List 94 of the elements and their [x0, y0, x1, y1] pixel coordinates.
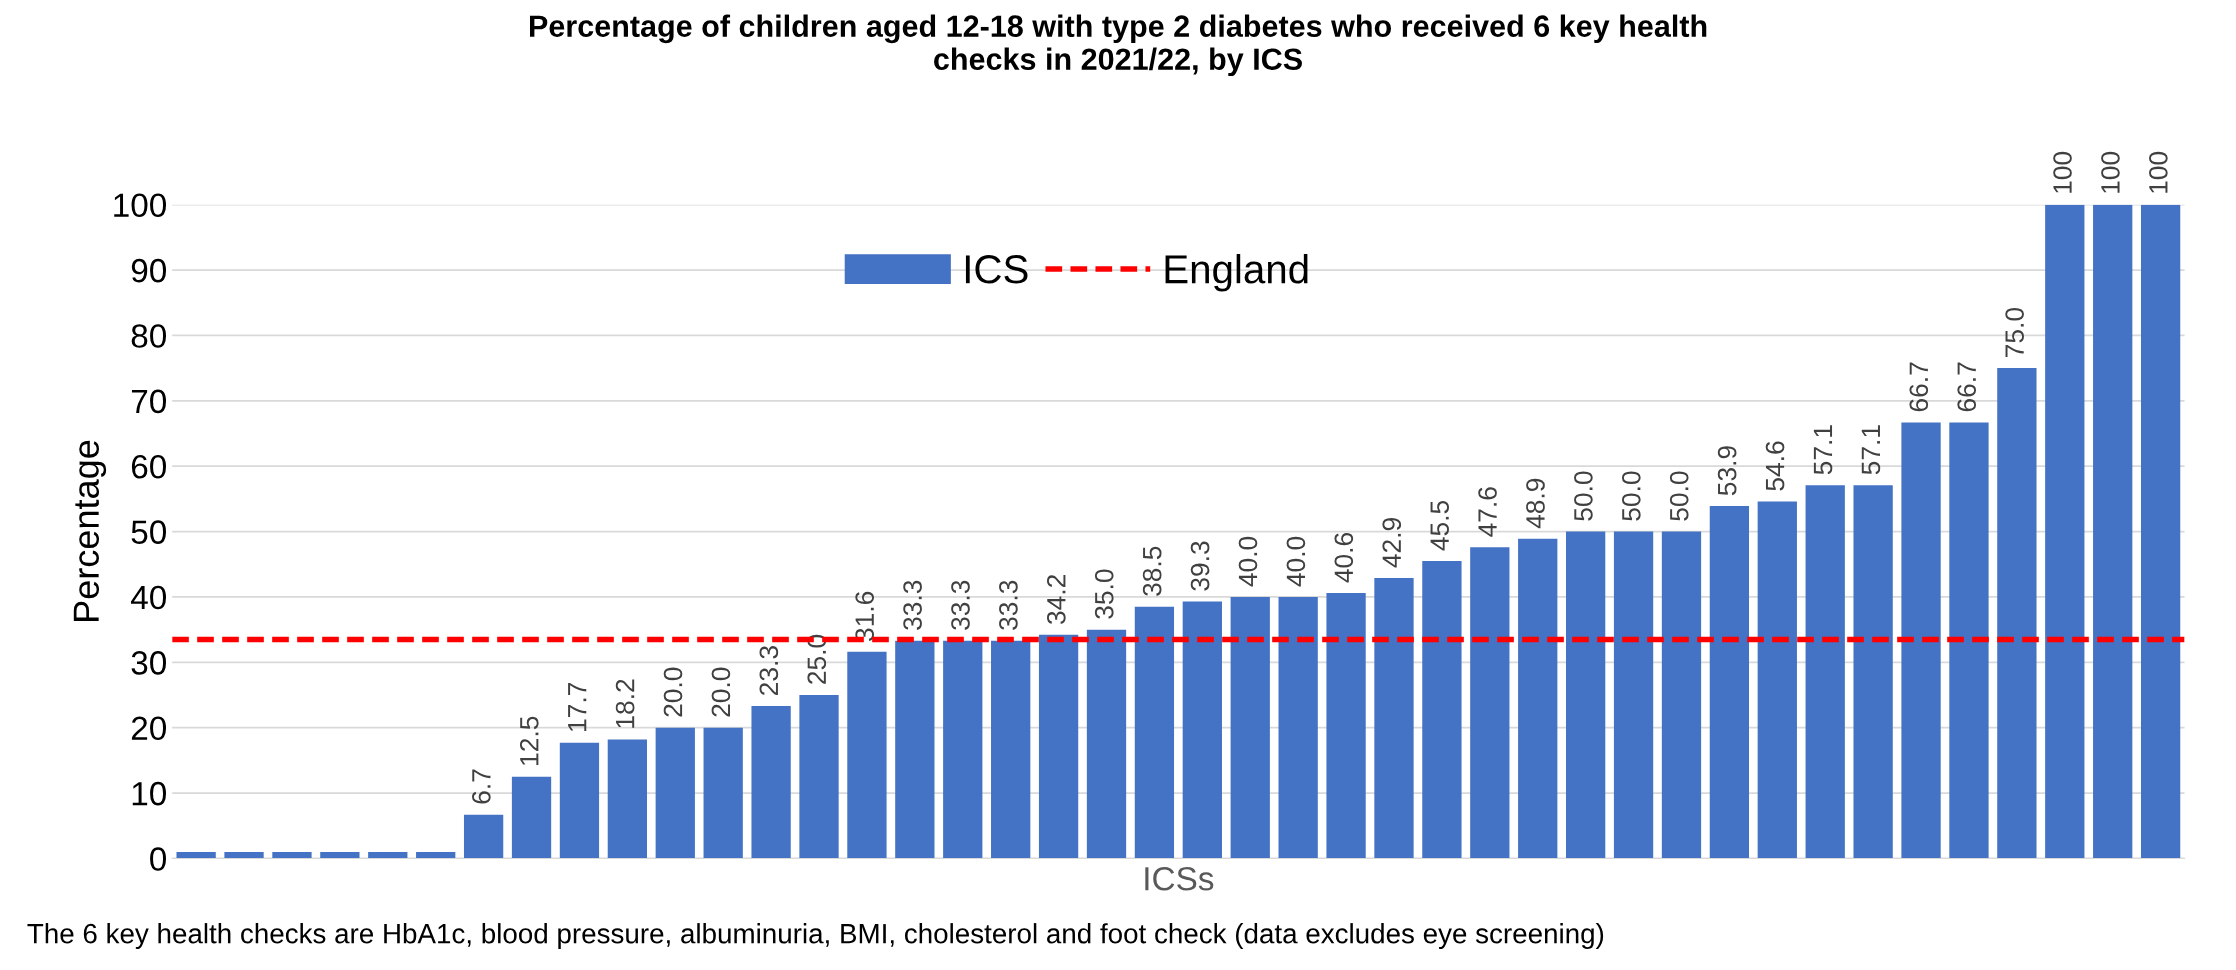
data-label: 23.3 [759, 646, 779, 695]
data-label: 57.1 [1813, 425, 1833, 475]
data-label: 100 [2053, 151, 2072, 193]
bar [1326, 593, 1366, 859]
bar [463, 814, 504, 859]
bar [703, 727, 743, 859]
data-label: 31.6 [855, 591, 875, 642]
data-label: 54.6 [1765, 441, 1785, 491]
y-tick-label: 0 [150, 847, 167, 871]
bar [799, 695, 839, 859]
bar [751, 706, 791, 859]
legend-label: ICS [965, 255, 1028, 284]
data-label: 6.7 [472, 769, 491, 804]
bar [1901, 422, 1941, 859]
data-label: 47.6 [1478, 487, 1497, 537]
bar [224, 851, 264, 859]
bar [991, 640, 1031, 859]
bar [655, 727, 695, 859]
data-label: 53.9 [1717, 446, 1737, 496]
bar [2093, 204, 2133, 859]
legend-label: England [1165, 254, 1308, 292]
bar [1518, 538, 1558, 859]
data-label: 100 [2149, 151, 2168, 193]
data-label: 39.3 [1190, 541, 1210, 591]
bar [1374, 577, 1414, 859]
data-label: 50.0 [1574, 471, 1593, 521]
data-label: 40.6 [1334, 533, 1354, 583]
data-label: 18.2 [615, 679, 635, 728]
data-label: 48.9 [1526, 478, 1545, 529]
data-label: 17.7 [568, 682, 587, 731]
data-label: 66.7 [1909, 362, 1929, 412]
bar [511, 776, 552, 859]
y-tick-label: 80 [131, 324, 167, 348]
data-label: 20.0 [663, 667, 683, 717]
x-axis-title: ICSs [1145, 866, 1214, 891]
data-label: 66.7 [1957, 362, 1977, 412]
y-tick-label: 50 [131, 520, 167, 544]
bar [1661, 531, 1702, 859]
bar [1134, 606, 1175, 859]
data-label: 75.0 [2005, 307, 2024, 357]
data-label: 57.1 [1861, 425, 1881, 475]
bar [1997, 368, 2037, 859]
bar [272, 851, 312, 859]
bar [2140, 204, 2181, 859]
bar [1278, 596, 1318, 859]
bar [1230, 596, 1270, 859]
y-tick-label: 100 [114, 193, 167, 218]
bar [176, 851, 216, 859]
bar [1757, 501, 1797, 859]
data-label: 34.2 [1046, 575, 1066, 625]
data-label: 40.0 [1286, 536, 1306, 587]
y-tick-label: 30 [131, 651, 167, 675]
bar [943, 640, 983, 859]
y-tick-label: 10 [132, 781, 167, 806]
y-tick-label: 40 [131, 585, 167, 610]
bar [1422, 560, 1462, 859]
bar [895, 640, 935, 859]
bar [1949, 422, 1989, 859]
bar [1086, 629, 1127, 859]
bar [416, 851, 456, 859]
data-label: 38.5 [1142, 546, 1162, 596]
bar [2045, 204, 2085, 859]
bar [320, 851, 360, 859]
data-label: 45.5 [1430, 500, 1449, 551]
bar [1613, 531, 1654, 859]
y-tick-label: 90 [131, 258, 167, 283]
y-tick-label: 20 [131, 716, 167, 741]
y-axis-title: Percentage [73, 440, 107, 621]
y-tick-label: 70 [131, 389, 167, 414]
data-label: 33.3 [903, 580, 922, 630]
y-tick-label: 60 [131, 454, 167, 479]
bar [847, 651, 887, 859]
data-label: 35.0 [1094, 569, 1114, 619]
bar [1182, 601, 1222, 859]
bar [607, 739, 647, 859]
bar [1470, 547, 1510, 859]
data-label: 33.3 [951, 580, 970, 630]
data-label: 33.3 [999, 580, 1018, 630]
bar [1566, 531, 1606, 859]
text: The 6 key health checks are HbA1c, blood pressure, albuminuria, BMI, cholesterol and foot check (data excludes eye screening) [27, 923, 1604, 949]
data-label: 100 [2101, 151, 2120, 193]
bar [1038, 634, 1079, 859]
data-label: 12.5 [519, 716, 539, 765]
bar [559, 742, 600, 859]
data-label: 20.0 [711, 667, 731, 717]
data-label: 50.0 [1669, 471, 1689, 521]
data-label: 50.0 [1621, 471, 1641, 521]
bar [1805, 485, 1845, 859]
data-label: 40.0 [1238, 536, 1258, 587]
bar [1853, 485, 1893, 859]
bar [1709, 506, 1750, 859]
data-label: 42.9 [1382, 518, 1402, 568]
chart-title: Percentage of children aged 12-18 with type 2 diabetes who received 6 key health checks in 2021/22, by ICS [529, 14, 1707, 77]
bar [368, 851, 408, 859]
